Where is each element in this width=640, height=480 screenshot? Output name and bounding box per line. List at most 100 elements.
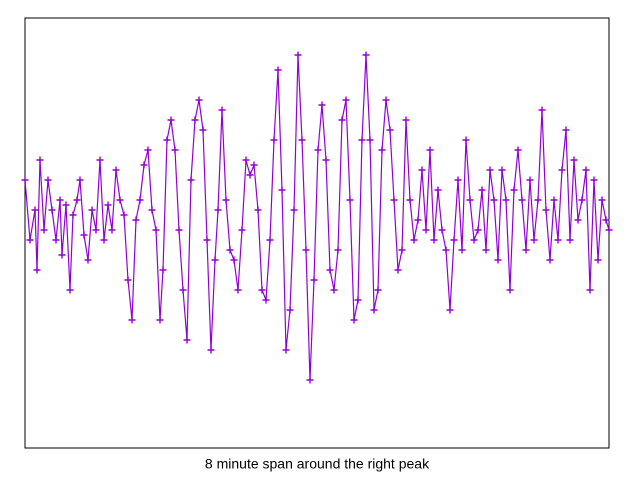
point-marker (278, 186, 286, 194)
point-marker (578, 196, 586, 204)
point-marker (148, 206, 156, 214)
point-marker (230, 256, 238, 264)
point-marker (187, 176, 195, 184)
point-marker (494, 256, 502, 264)
point-marker (514, 146, 522, 154)
point-marker (242, 156, 250, 164)
point-marker (44, 176, 52, 184)
point-marker (426, 146, 434, 154)
point-marker (366, 136, 374, 144)
point-marker (458, 246, 466, 254)
point-marker (56, 196, 64, 204)
point-marker (66, 286, 74, 294)
point-marker (594, 256, 602, 264)
point-marker (92, 226, 100, 234)
point-marker (350, 316, 358, 324)
point-marker (171, 146, 179, 154)
point-marker (370, 306, 378, 314)
point-marker (167, 116, 175, 124)
point-marker (502, 196, 510, 204)
point-marker (290, 206, 298, 214)
point-marker (342, 96, 350, 104)
point-marker (62, 201, 70, 209)
point-marker (112, 166, 120, 174)
point-marker (474, 226, 482, 234)
point-marker (234, 286, 242, 294)
point-marker (222, 196, 230, 204)
point-marker (414, 216, 422, 224)
point-marker (314, 146, 322, 154)
point-marker (470, 236, 478, 244)
point-marker (422, 226, 430, 234)
point-marker (294, 51, 302, 59)
point-marker (175, 226, 183, 234)
point-marker (163, 136, 171, 144)
point-marker (21, 176, 29, 184)
point-marker (96, 156, 104, 164)
point-marker (546, 256, 554, 264)
point-marker (84, 256, 92, 264)
point-marker (76, 176, 84, 184)
point-marker (570, 156, 578, 164)
point-marker (266, 236, 274, 244)
point-marker (132, 216, 140, 224)
point-marker (128, 316, 136, 324)
point-marker (286, 306, 294, 314)
point-marker (140, 161, 148, 169)
data-line (24, 54, 610, 381)
point-marker (88, 206, 96, 214)
point-marker (434, 186, 442, 194)
point-marker (558, 166, 566, 174)
point-marker (306, 376, 314, 384)
point-marker (378, 146, 386, 154)
point-marker (346, 196, 354, 204)
point-marker (191, 116, 199, 124)
point-marker (390, 196, 398, 204)
point-marker (69, 211, 77, 219)
point-marker (302, 246, 310, 254)
point-marker (598, 196, 606, 204)
point-marker (48, 206, 56, 214)
point-marker (179, 286, 187, 294)
point-marker (406, 196, 414, 204)
point-marker (522, 246, 530, 254)
point-marker (124, 276, 132, 284)
point-marker (334, 246, 342, 254)
point-marker (518, 196, 526, 204)
point-marker (159, 266, 167, 274)
point-marker (80, 231, 88, 239)
point-marker (602, 216, 610, 224)
point-marker (566, 236, 574, 244)
point-marker (402, 116, 410, 124)
point-marker (506, 286, 514, 294)
point-marker (510, 186, 518, 194)
point-marker (211, 256, 219, 264)
point-marker (31, 206, 39, 214)
point-marker (466, 196, 474, 204)
point-marker (438, 226, 446, 234)
point-marker (203, 236, 211, 244)
point-marker (262, 296, 270, 304)
point-marker (590, 176, 598, 184)
point-marker (270, 136, 278, 144)
point-marker (330, 286, 338, 294)
point-marker (582, 166, 590, 174)
point-marker (318, 101, 326, 109)
point-marker (322, 156, 330, 164)
point-marker (410, 236, 418, 244)
point-marker (214, 206, 222, 214)
point-marker (116, 196, 124, 204)
point-marker (382, 96, 390, 104)
point-marker (530, 236, 538, 244)
point-marker (52, 236, 60, 244)
point-marker (442, 246, 450, 254)
point-marker (218, 106, 226, 114)
point-marker (394, 266, 402, 274)
point-marker (562, 126, 570, 134)
point-marker (550, 196, 558, 204)
point-marker (33, 266, 41, 274)
point-marker (482, 246, 490, 254)
point-marker (358, 136, 366, 144)
point-marker (40, 226, 48, 234)
point-marker (418, 166, 426, 174)
